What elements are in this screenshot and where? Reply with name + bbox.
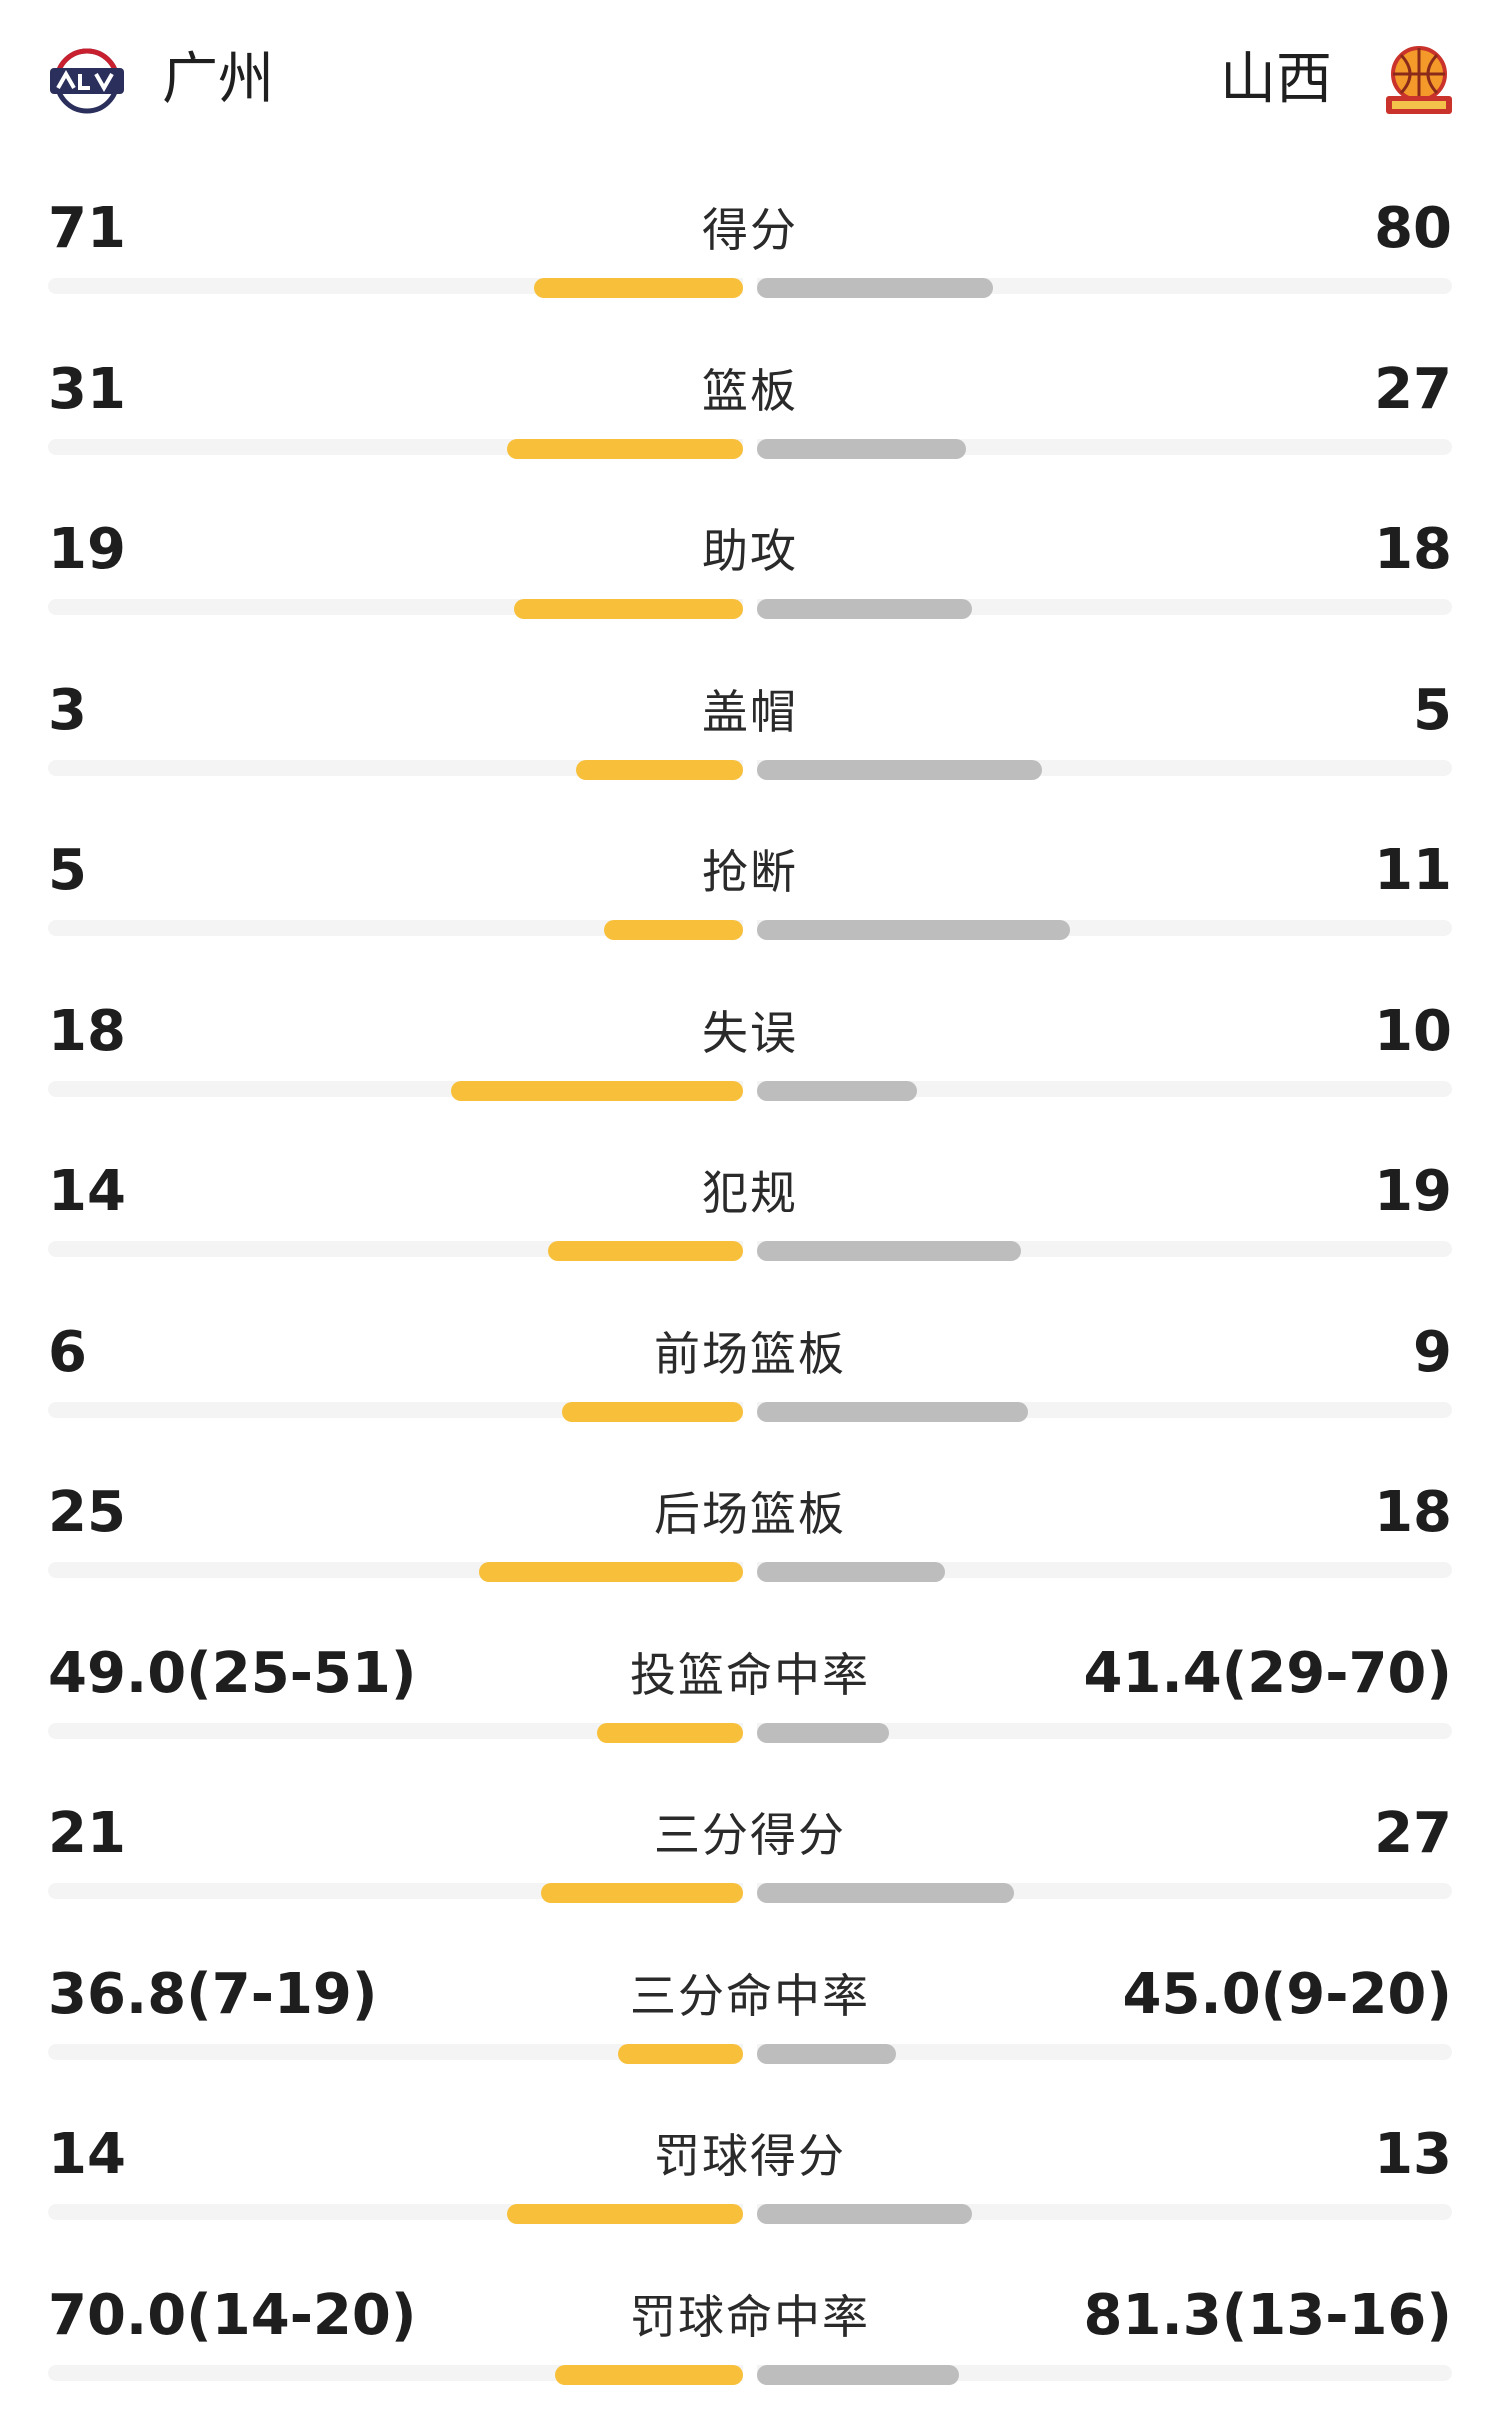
stat-label: 抢断 (702, 845, 798, 899)
stat-label: 得分 (702, 203, 798, 257)
stat-label: 盖帽 (702, 684, 798, 739)
home-stat-value: 3 (48, 677, 87, 743)
home-stat-bar (548, 1241, 743, 1261)
home-stat-value: 31 (48, 356, 126, 422)
stat-row: 70.0(14-20) 罚球命中率 81.3(13-16) (0, 2255, 1500, 2415)
home-team-name[interactable]: 广州 (162, 47, 274, 112)
home-stat-value: 71 (48, 196, 126, 261)
away-stat-bar (757, 1080, 917, 1101)
stat-row: 18 失误 10 (0, 971, 1500, 1131)
home-stat-value: 25 (48, 1480, 126, 1545)
home-stat-value: 18 (48, 998, 126, 1064)
away-stat-value: 81.3(13-16) (1083, 2282, 1452, 2348)
away-stat-bar (757, 2364, 959, 2385)
away-stat-value: 5 (1413, 677, 1452, 743)
stat-row: 36.8(7-19) 三分命中率 45.0(9-20) (0, 1934, 1500, 2094)
away-stat-value: 27 (1374, 1801, 1452, 1866)
stat-label: 前场篮板 (654, 1326, 846, 1381)
stat-row: 5 抢断 11 (0, 810, 1500, 970)
home-stat-bar (562, 1401, 743, 1422)
home-stat-value: 36.8(7-19) (48, 1961, 378, 2027)
away-stat-bar (757, 599, 972, 619)
stat-row: 25 后场篮板 18 (0, 1452, 1500, 1612)
away-stat-bar (757, 759, 1042, 780)
away-stat-value: 18 (1374, 517, 1452, 582)
stat-row: 49.0(25-51) 投篮命中率 41.4(29-70) (0, 1613, 1500, 1773)
home-stat-bar (451, 1080, 743, 1101)
home-bar-track (48, 2043, 743, 2060)
stat-row: 6 前场篮板 9 (0, 1292, 1500, 1452)
stat-label: 罚球得分 (654, 2129, 846, 2183)
away-stat-value: 80 (1374, 196, 1452, 261)
away-stat-value: 41.4(29-70) (1083, 1640, 1452, 1706)
away-stat-value: 9 (1413, 1319, 1452, 1385)
home-stat-bar (534, 278, 743, 298)
stat-label: 篮板 (702, 363, 798, 418)
home-stat-bar (514, 599, 743, 619)
home-stat-value: 21 (48, 1801, 126, 1866)
stat-label: 犯规 (702, 1166, 798, 1220)
stat-label: 失误 (702, 1005, 798, 1060)
away-stat-bar (757, 2204, 972, 2224)
away-stat-bar (757, 1883, 1014, 1903)
stat-label: 三分得分 (654, 1808, 846, 1862)
away-stat-bar (757, 278, 993, 298)
away-stat-value: 18 (1374, 1480, 1452, 1545)
home-stat-bar (541, 1883, 743, 1903)
away-stat-value: 11 (1374, 838, 1452, 903)
stat-row: 3 盖帽 5 (0, 650, 1500, 810)
away-stat-bar (757, 1722, 889, 1743)
stat-row: 31 篮板 27 (0, 329, 1500, 489)
away-stat-value: 45.0(9-20) (1122, 1961, 1453, 2027)
stat-row: 14 罚球得分 13 (0, 2094, 1500, 2254)
home-stat-bar (576, 759, 743, 780)
away-stat-value: 19 (1374, 1159, 1452, 1224)
stat-label: 三分命中率 (630, 1968, 870, 2023)
stat-label: 投篮命中率 (630, 1647, 870, 1702)
away-stat-bar (757, 1401, 1028, 1422)
away-stat-value: 10 (1374, 998, 1452, 1064)
away-bar-track (757, 2043, 1452, 2060)
stat-label: 后场篮板 (654, 1487, 846, 1541)
home-stat-value: 14 (48, 2122, 126, 2187)
stat-row: 21 三分得分 27 (0, 1773, 1500, 1933)
away-stat-value: 27 (1374, 356, 1452, 422)
stat-row: 19 助攻 18 (0, 489, 1500, 649)
away-stat-bar (757, 920, 1070, 940)
away-team-name[interactable]: 山西 (1220, 47, 1332, 112)
home-stat-bar (507, 2204, 743, 2224)
away-stat-bar (757, 438, 966, 459)
away-stat-value: 13 (1374, 2122, 1452, 2187)
home-stat-bar (479, 1562, 743, 1582)
home-bar-track (48, 759, 743, 776)
home-stat-bar (597, 1722, 743, 1743)
away-stat-bar (757, 1241, 1021, 1261)
away-bar-track (757, 1722, 1452, 1739)
stat-label: 助攻 (702, 524, 798, 578)
home-stat-value: 70.0(14-20) (48, 2282, 417, 2348)
home-stat-bar (618, 2043, 743, 2064)
home-stat-bar (604, 920, 743, 940)
home-bar-track (48, 920, 743, 936)
home-stat-value: 19 (48, 517, 126, 582)
stat-row: 14 犯规 19 (0, 1131, 1500, 1291)
away-stat-bar (757, 2043, 896, 2064)
away-team-logo-icon[interactable] (1376, 38, 1462, 124)
away-bar-track (757, 1080, 1452, 1097)
home-stat-bar (555, 2364, 743, 2385)
stat-row: 71 得分 80 (0, 168, 1500, 328)
home-stat-value: 6 (48, 1319, 87, 1385)
away-stat-bar (757, 1562, 945, 1582)
home-stat-value: 49.0(25-51) (48, 1640, 417, 1706)
home-stat-value: 5 (48, 838, 87, 903)
home-stat-value: 14 (48, 1159, 126, 1224)
home-stat-bar (507, 438, 743, 459)
team-header: 广州 山西 (0, 0, 1500, 160)
home-team-logo-icon[interactable] (44, 38, 130, 124)
stat-label: 罚球命中率 (630, 2289, 870, 2344)
home-bar-track (48, 1722, 743, 1739)
